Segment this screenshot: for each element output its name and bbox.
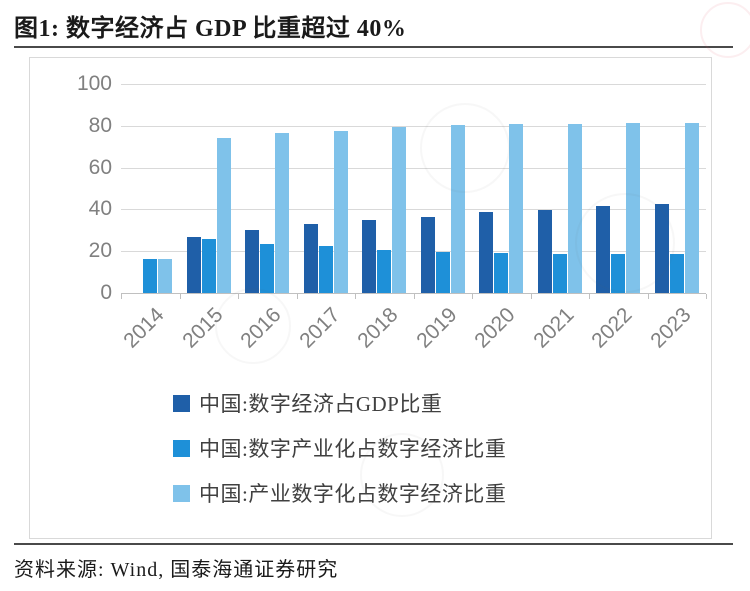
bar-group-2018 bbox=[355, 84, 414, 293]
chart-container: 100 80 60 40 20 0 2014 2015 2016 2017 2018 2019 202… bbox=[29, 57, 712, 539]
watermark bbox=[215, 288, 291, 364]
legend-item-1: 中国:数字产业化占数字经济比重 bbox=[173, 433, 506, 463]
x-tick-label-2021: 2021 bbox=[529, 303, 579, 353]
watermark bbox=[575, 193, 675, 293]
x-axis-tick bbox=[647, 294, 649, 299]
figure-title: 图1: 数字经济占 GDP 比重超过 40% bbox=[14, 16, 407, 42]
x-axis-tick bbox=[530, 294, 532, 299]
bar-2023-中国:数字产业化占数字经济比重 bbox=[669, 253, 684, 293]
y-tick-label-40: 40 bbox=[88, 197, 112, 221]
x-tick-label-2023: 2023 bbox=[646, 303, 696, 353]
bar-2017-中国:数字经济占GDP比重 bbox=[303, 224, 318, 293]
watermark bbox=[700, 2, 750, 58]
bar-2021-中国:数字经济占GDP比重 bbox=[537, 209, 552, 293]
x-tick-label-2022: 2022 bbox=[587, 303, 637, 353]
y-tick-label-80: 80 bbox=[88, 113, 112, 137]
source-divider bbox=[14, 543, 733, 545]
x-tick-label-2018: 2018 bbox=[353, 303, 403, 353]
x-axis-tick bbox=[179, 294, 181, 299]
bar-group-2014 bbox=[121, 84, 180, 293]
watermark bbox=[360, 433, 444, 517]
x-tick-label-2014: 2014 bbox=[119, 303, 169, 353]
x-axis-line bbox=[121, 293, 706, 294]
legend-label: 中国:产业数字化占数字经济比重 bbox=[199, 482, 507, 506]
legend-swatch-icon bbox=[173, 394, 190, 412]
source-note: 资料来源: Wind, 国泰海通证券研究 bbox=[14, 559, 339, 581]
bar-2019-中国:数字经济占GDP比重 bbox=[420, 217, 435, 293]
y-tick-label-0: 0 bbox=[100, 281, 112, 304]
plot-area bbox=[121, 84, 707, 299]
y-tick-label-20: 20 bbox=[88, 239, 112, 263]
x-axis-tick bbox=[706, 294, 707, 299]
bar-2021-中国:产业数字化占数字经济比重 bbox=[567, 123, 582, 293]
watermark bbox=[420, 103, 510, 193]
x-axis-tick bbox=[413, 294, 415, 299]
bar-2021-中国:数字产业化占数字经济比重 bbox=[552, 253, 567, 293]
legend-label: 中国:数字经济占GDP比重 bbox=[199, 392, 443, 416]
legend-item-0: 中国:数字经济占GDP比重 bbox=[173, 388, 506, 418]
bar-2017-中国:产业数字化占数字经济比重 bbox=[333, 130, 348, 293]
x-tick-label-2017: 2017 bbox=[295, 303, 345, 353]
legend-label: 中国:数字产业化占数字经济比重 bbox=[199, 437, 507, 461]
bar-2014-中国:产业数字化占数字经济比重 bbox=[158, 259, 173, 293]
x-axis-tick bbox=[472, 294, 473, 299]
bar-2016-中国:产业数字化占数字经济比重 bbox=[275, 132, 290, 293]
bar-2020-中国:产业数字化占数字经济比重 bbox=[509, 123, 524, 293]
bar-2023-中国:产业数字化占数字经济比重 bbox=[684, 123, 699, 293]
title-underline bbox=[14, 46, 733, 48]
gridline-40 bbox=[121, 209, 706, 211]
legend-swatch-icon bbox=[173, 439, 190, 457]
bar-2015-中国:数字经济占GDP比重 bbox=[186, 236, 201, 293]
bar-group-2016 bbox=[238, 84, 297, 293]
x-axis-tick bbox=[121, 294, 122, 299]
y-tick-label-60: 60 bbox=[88, 155, 112, 179]
x-axis-tick bbox=[355, 294, 356, 299]
legend-item-2: 中国:产业数字化占数字经济比重 bbox=[173, 478, 506, 508]
gridline-20 bbox=[121, 251, 706, 253]
bar-group-2015 bbox=[180, 84, 239, 293]
bar-2016-中国:数字产业化占数字经济比重 bbox=[260, 244, 275, 293]
gridline-80 bbox=[121, 125, 706, 127]
bar-group-2020 bbox=[472, 84, 531, 293]
bar-2018-中国:数字经济占GDP比重 bbox=[362, 220, 377, 293]
bar-2018-中国:数字产业化占数字经济比重 bbox=[377, 250, 392, 293]
legend: 中国:数字经济占GDP比重中国:数字产业化占数字经济比重 中国:产业数字化占数字经… bbox=[173, 388, 506, 523]
legend-swatch-icon bbox=[173, 484, 190, 502]
bar-2016-中国:数字经济占GDP比重 bbox=[245, 229, 260, 293]
x-tick-label-2019: 2019 bbox=[412, 303, 462, 353]
bar-2018-中国:产业数字化占数字经济比重 bbox=[392, 126, 407, 293]
bar-2014-中国:数字产业化占数字经济比重 bbox=[143, 259, 158, 293]
bar-2020-中国:数字经济占GDP比重 bbox=[479, 212, 494, 293]
gridline-60 bbox=[121, 167, 706, 169]
x-axis-tick bbox=[589, 294, 590, 299]
bar-2020-中国:数字产业化占数字经济比重 bbox=[494, 253, 509, 293]
bar-2015-中国:产业数字化占数字经济比重 bbox=[216, 137, 231, 293]
bar-2015-中国:数字产业化占数字经济比重 bbox=[201, 239, 216, 293]
x-axis-tick bbox=[296, 294, 298, 299]
bar-2017-中国:数字产业化占数字经济比重 bbox=[318, 246, 333, 293]
bar-2019-中国:数字产业化占数字经济比重 bbox=[435, 251, 450, 293]
bar-group-2017 bbox=[297, 84, 356, 293]
y-tick-label-100: 100 bbox=[76, 72, 112, 95]
gridline-100 bbox=[121, 84, 706, 85]
x-tick-label-2020: 2020 bbox=[470, 303, 520, 353]
